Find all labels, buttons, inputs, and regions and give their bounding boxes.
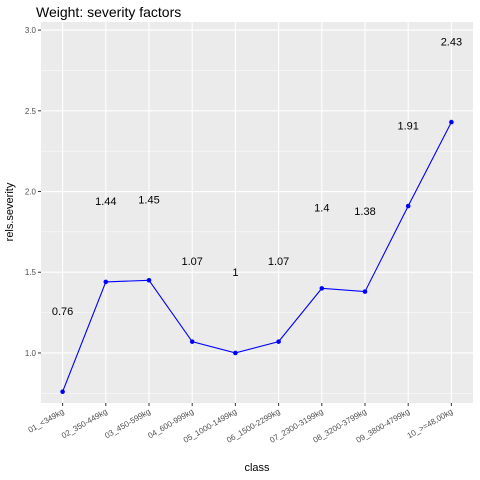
data-label: 1.07 <box>181 256 202 268</box>
data-label: 1 <box>232 267 238 279</box>
data-label: 1.07 <box>268 256 289 268</box>
y-tick-label: 1.5 <box>25 268 37 277</box>
data-label: 2.43 <box>441 36 462 48</box>
x-tick-label: 03_450-599kg <box>103 407 152 440</box>
y-axis: 1.0 1.5 2.0 2.5 3.0 <box>25 26 41 358</box>
chart-title: Weight: severity factors <box>36 4 181 20</box>
data-point <box>449 120 454 125</box>
data-point <box>233 351 238 356</box>
data-label: 1.45 <box>138 195 159 207</box>
data-point <box>320 286 325 291</box>
data-point <box>276 339 281 344</box>
data-point <box>147 278 152 283</box>
x-tick-label: 02_350-449kg <box>60 407 109 440</box>
data-point <box>60 389 65 394</box>
y-tick-label: 3.0 <box>25 26 37 35</box>
data-label: 0.76 <box>52 306 73 318</box>
y-tick-label: 1.0 <box>25 349 37 358</box>
data-label: 1.44 <box>95 196 116 208</box>
x-axis-title: class <box>244 462 270 474</box>
data-label: 1.91 <box>397 120 418 132</box>
y-tick-label: 2.0 <box>25 188 37 197</box>
data-label: 1.38 <box>354 206 375 218</box>
data-point <box>406 204 411 209</box>
y-tick-label: 2.5 <box>25 107 37 116</box>
x-tick-label: 10_>=48,00kg <box>406 407 455 440</box>
data-point <box>363 289 368 294</box>
x-axis: 01_<349kg02_350-449kg03_450-599kg04_600-… <box>27 403 455 445</box>
data-point <box>190 339 195 344</box>
y-axis-title: rels.severity <box>4 182 16 241</box>
x-tick-label: 01_<349kg <box>27 407 66 435</box>
data-point <box>104 280 109 285</box>
data-label: 1.4 <box>314 203 329 215</box>
